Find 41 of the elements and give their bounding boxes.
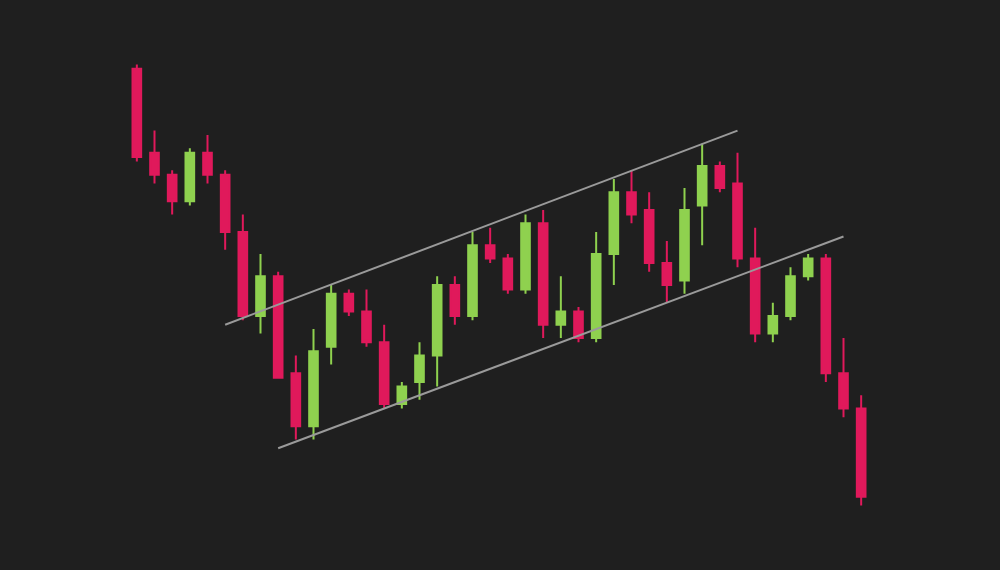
candlestick bbox=[184, 147, 196, 207]
candlestick bbox=[643, 191, 655, 273]
candlestick bbox=[343, 288, 355, 317]
candlestick bbox=[290, 354, 302, 441]
candlestick bbox=[537, 209, 549, 339]
candlestick bbox=[802, 253, 814, 282]
candlestick bbox=[378, 323, 390, 410]
candlestick bbox=[732, 151, 743, 269]
candlestick bbox=[520, 213, 531, 295]
candlestick bbox=[820, 253, 832, 384]
candlestick bbox=[608, 178, 620, 286]
candlestick bbox=[149, 129, 160, 185]
candlestick bbox=[361, 288, 372, 348]
candlestick bbox=[855, 394, 867, 507]
candlestick bbox=[237, 213, 249, 322]
candlestick bbox=[449, 275, 461, 326]
candlestick bbox=[131, 63, 143, 163]
candlestick bbox=[679, 186, 690, 295]
candlestick bbox=[590, 231, 602, 344]
candlestick bbox=[785, 266, 796, 322]
candlestick bbox=[838, 336, 849, 419]
candlestick bbox=[573, 306, 584, 344]
candlestick bbox=[502, 253, 514, 295]
candlestick bbox=[202, 134, 213, 185]
candlestick bbox=[767, 301, 779, 344]
candlestick bbox=[166, 169, 178, 216]
candlestick bbox=[308, 328, 319, 441]
candlestick bbox=[555, 275, 567, 339]
candlestick bbox=[325, 284, 337, 366]
candlestick bbox=[626, 169, 637, 225]
candlestick bbox=[749, 226, 761, 344]
candlestick bbox=[696, 142, 708, 247]
candlestick bbox=[219, 169, 231, 251]
candlestick bbox=[467, 231, 478, 322]
candlestick bbox=[484, 226, 496, 264]
candlestick bbox=[414, 341, 425, 401]
candlestick bbox=[431, 275, 443, 388]
candlestick bbox=[255, 253, 266, 335]
candlestick bbox=[661, 239, 673, 304]
candlestick bbox=[714, 160, 726, 194]
candlestick bbox=[272, 270, 284, 379]
